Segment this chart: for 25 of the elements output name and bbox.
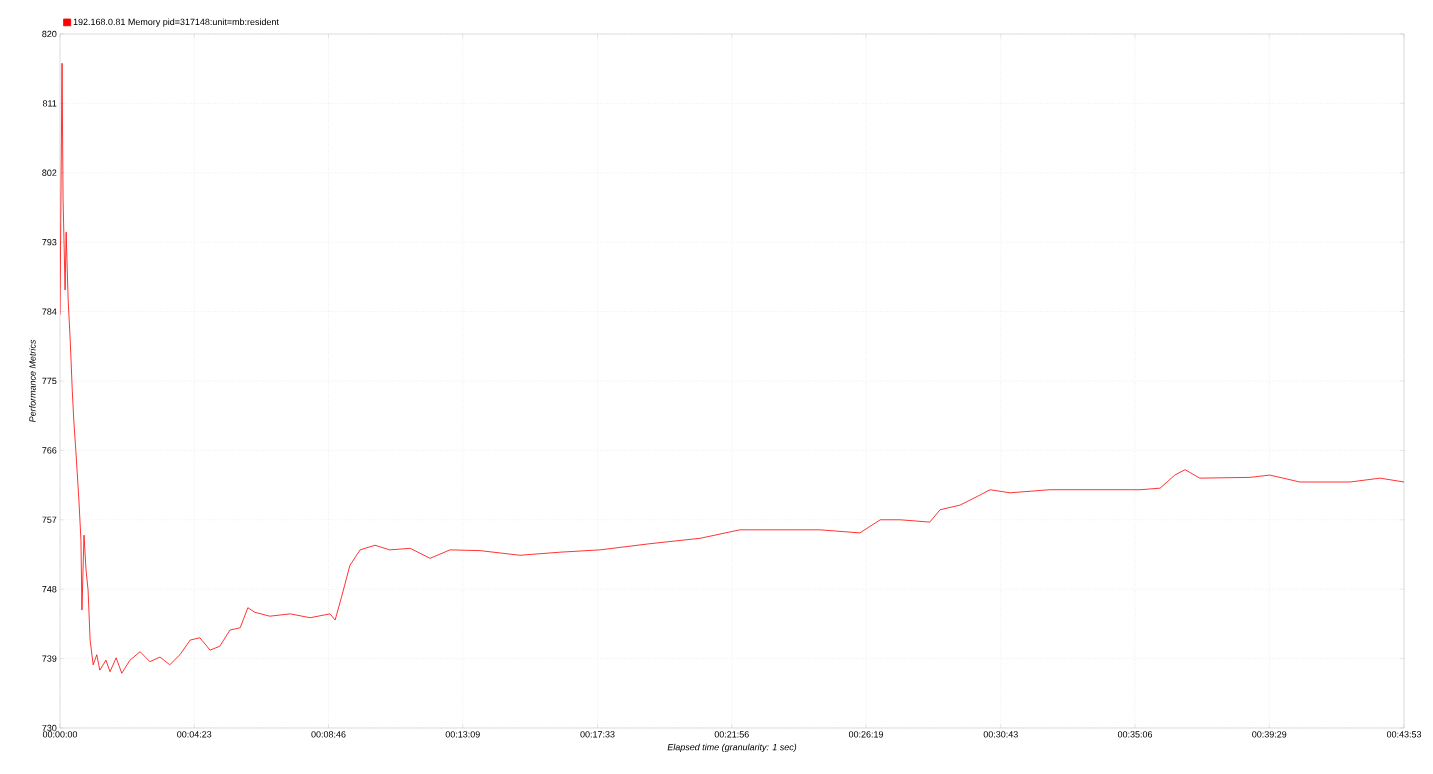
y-tick-label: 730: [42, 724, 57, 732]
x-tick-label: 00:21:56: [714, 731, 749, 738]
y-tick-label: 757: [42, 516, 57, 523]
x-tick-label: 00:00:00: [42, 731, 78, 738]
y-tick-label: 784: [42, 308, 57, 315]
x-axis-title: Elapsed time (granularity: 1 sec): [667, 743, 797, 753]
y-tick-label: 793: [42, 239, 57, 246]
x-tick-label: 00:35:06: [1117, 731, 1153, 738]
y-tick-label: 811: [42, 100, 57, 107]
y-tick-label: 766: [42, 447, 57, 454]
legend-label: 192.168.0.81 Memory pid=317148:unit=mb:resident: [73, 18, 279, 27]
x-tick-label: 00:39:29: [1252, 731, 1287, 738]
x-tick-label: 00:26:19: [848, 731, 884, 738]
y-tick-label: 748: [42, 586, 57, 593]
y-tick-label: 820: [42, 30, 57, 38]
x-tick-label: 00:17:33: [580, 731, 615, 738]
x-tick-label: 00:08:46: [311, 731, 346, 738]
x-tick-label: 00:04:23: [177, 731, 212, 738]
x-tick-label: 00:43:53: [1386, 731, 1422, 738]
x-tick-label: 00:30:43: [983, 731, 1018, 738]
y-axis-title: Performance Metrics: [29, 339, 36, 423]
x-tick-label: 00:13:09: [445, 731, 480, 738]
y-tick-label: 739: [42, 655, 57, 662]
y-tick-label: 802: [42, 169, 57, 176]
y-tick-label: 775: [42, 377, 57, 385]
